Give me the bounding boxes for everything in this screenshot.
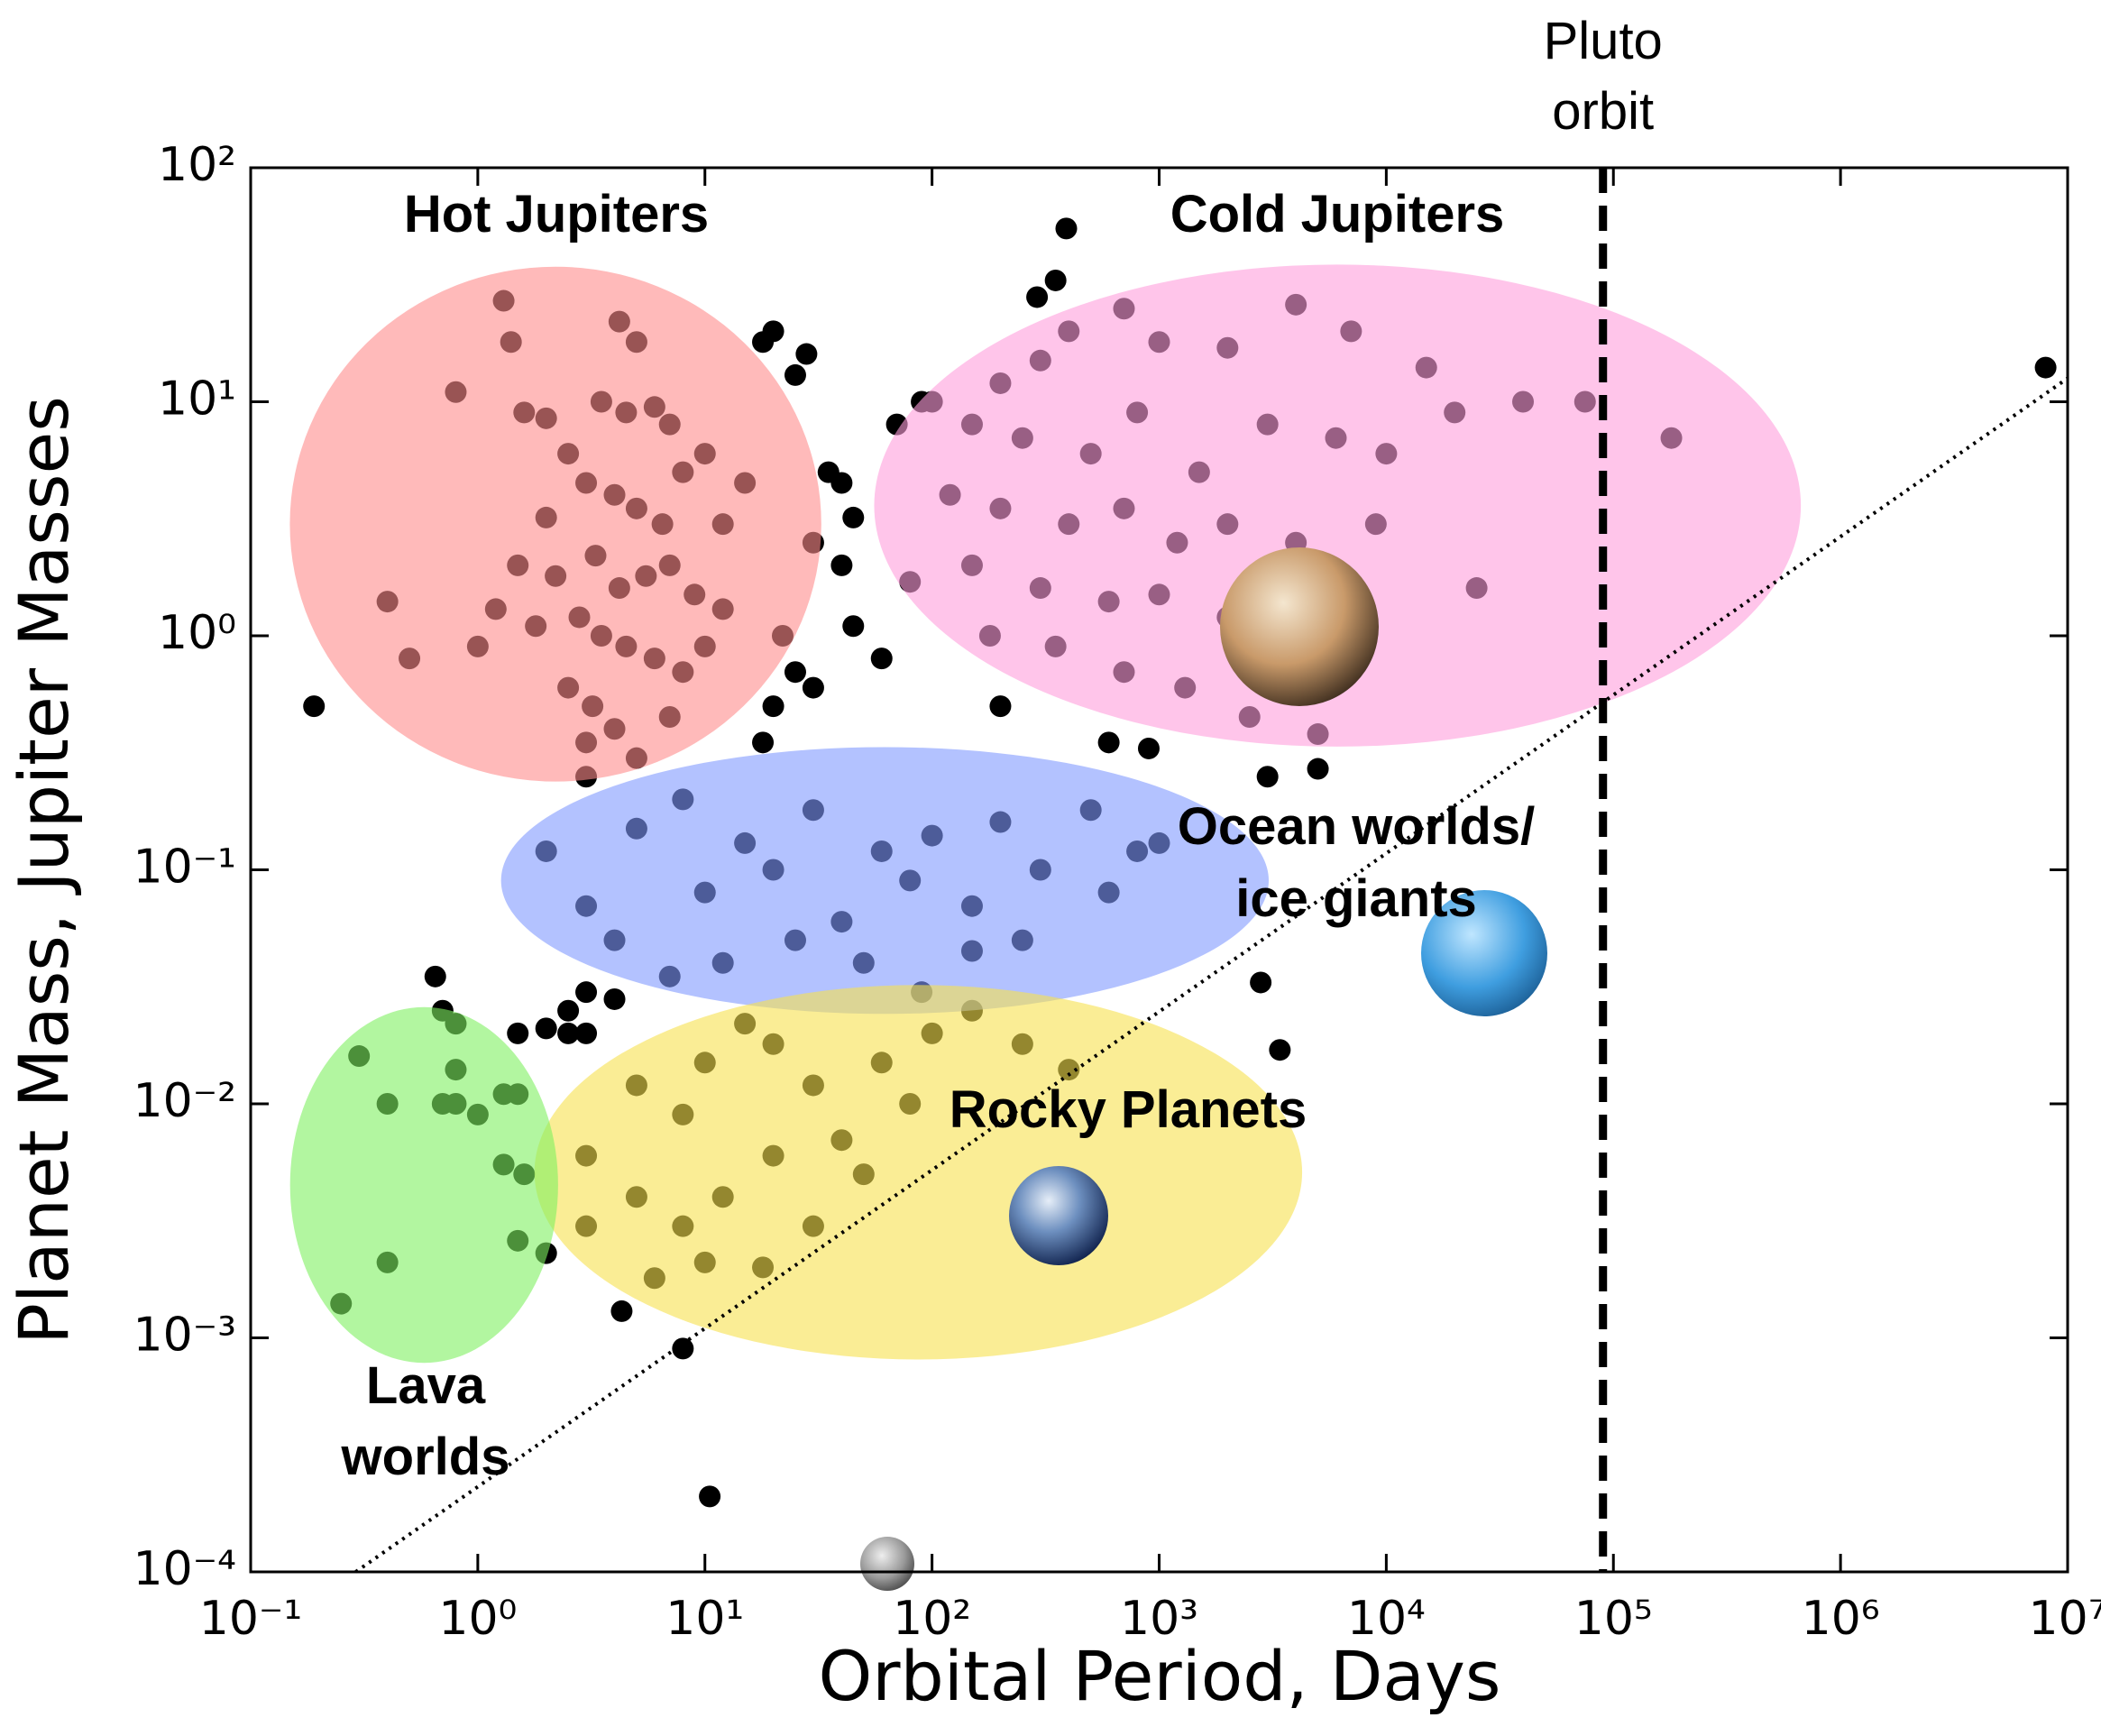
- pluto-label: Pluto: [1544, 12, 1663, 70]
- region: [535, 985, 1302, 1359]
- y-tick-label: 10⁻²: [133, 1074, 236, 1128]
- point: [425, 966, 446, 987]
- point: [575, 981, 597, 1003]
- page: {"chart_data": { "type": "scatter", "x_l…: [0, 0, 2101, 1736]
- point: [557, 1000, 579, 1022]
- x-axis-title: Orbital Period, Days: [818, 1636, 1500, 1716]
- point: [507, 1023, 528, 1044]
- earth-icon: [1009, 1166, 1108, 1265]
- point: [1138, 738, 1160, 759]
- point: [1257, 766, 1279, 787]
- chart: Hot Jupiters Cold Jupiters Ocean worlds/ic…: [0, 0, 2101, 1736]
- y-axis-title: Planet Mass, Jupiter Masses: [4, 396, 84, 1345]
- x-tick-label: 10⁻¹: [199, 1592, 302, 1646]
- region: [289, 267, 821, 782]
- y-tick-label: 10⁻³: [133, 1309, 236, 1363]
- point: [1307, 758, 1329, 780]
- region-label: Rocky Planets: [950, 1080, 1307, 1139]
- region-label: Lava: [366, 1356, 486, 1415]
- y-tick-label: 10⁻⁴: [133, 1542, 236, 1596]
- point: [557, 1023, 579, 1044]
- point: [1026, 286, 1048, 308]
- region-label: ice giants: [1235, 869, 1477, 928]
- point: [795, 344, 817, 365]
- region: [501, 747, 1269, 1014]
- point: [989, 695, 1011, 717]
- x-tick-label: 10¹: [665, 1592, 744, 1646]
- y-tick-label: 10²: [158, 138, 236, 192]
- point: [699, 1485, 720, 1507]
- point: [536, 1017, 557, 1039]
- point: [1098, 731, 1120, 753]
- point: [830, 555, 852, 576]
- point: [2035, 357, 2057, 379]
- point: [830, 472, 852, 493]
- x-tick-label: 10⁵: [1574, 1592, 1653, 1646]
- region-label: Cold Jupiters: [1170, 185, 1505, 243]
- x-tick-label: 10⁶: [1802, 1592, 1880, 1646]
- y-tick-label: 10⁰: [158, 606, 236, 660]
- point: [1250, 971, 1271, 993]
- point: [763, 320, 784, 342]
- point: [842, 615, 864, 637]
- point: [871, 648, 893, 669]
- region-label: Hot Jupiters: [404, 185, 709, 243]
- point: [763, 695, 784, 717]
- y-tick-label: 10⁻¹: [133, 840, 236, 895]
- point: [1269, 1039, 1290, 1061]
- point: [752, 731, 774, 753]
- pluto-label: orbit: [1552, 82, 1654, 141]
- point: [1055, 217, 1077, 239]
- x-tick-label: 10⁷: [2028, 1592, 2101, 1646]
- jupiter-icon: [1220, 547, 1379, 706]
- point: [1045, 270, 1067, 291]
- y-tick-label: 10¹: [158, 372, 236, 427]
- point: [784, 661, 806, 683]
- region: [290, 1007, 558, 1363]
- region-label: worlds: [341, 1428, 510, 1486]
- region-label: Ocean worlds/: [1178, 797, 1535, 856]
- x-tick-label: 10⁰: [438, 1592, 517, 1646]
- point: [610, 1300, 632, 1322]
- mercury-icon: [860, 1537, 914, 1591]
- point: [842, 507, 864, 528]
- point: [604, 988, 626, 1010]
- point: [803, 677, 824, 699]
- point: [303, 695, 325, 717]
- point: [784, 364, 806, 386]
